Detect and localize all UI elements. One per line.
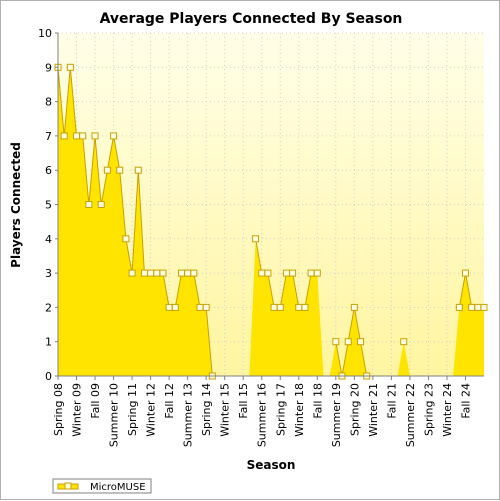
x-tick-label: Winter 21 — [367, 383, 380, 437]
data-point-marker — [461, 269, 469, 277]
data-point-marker — [103, 166, 111, 174]
data-point-marker — [202, 303, 210, 311]
data-point-marker — [276, 303, 284, 311]
y-tick-label: 1 — [45, 336, 52, 349]
y-tick-label: 2 — [45, 301, 52, 314]
data-point-marker — [301, 303, 309, 311]
x-tick-label: Fall 15 — [237, 383, 250, 419]
data-point-marker — [122, 235, 130, 243]
y-axis-label: Players Connected — [9, 142, 23, 268]
data-point-marker — [332, 338, 340, 346]
y-axis-ticks: 0 1 2 3 4 5 6 7 8 9 10 — [38, 27, 58, 383]
x-tick-label: Spring 23 — [422, 383, 435, 436]
data-point-marker — [357, 338, 365, 346]
area-fills — [58, 67, 484, 377]
data-point-marker — [455, 303, 463, 311]
data-point-marker — [128, 269, 136, 277]
data-point-marker — [91, 132, 99, 140]
y-tick-label: 7 — [45, 130, 52, 143]
x-tick-label: Summer 13 — [182, 383, 195, 447]
chart-title: Average Players Connected By Season — [100, 11, 403, 27]
data-point-marker — [468, 303, 476, 311]
x-tick-label: Summer 19 — [330, 383, 343, 447]
data-point-marker — [480, 303, 488, 311]
x-tick-label: Fall 24 — [459, 383, 472, 419]
data-point-marker — [159, 269, 167, 277]
legend: MicroMUSE — [52, 478, 152, 494]
data-point-marker — [400, 338, 408, 346]
data-point-marker — [264, 269, 272, 277]
y-tick-label: 6 — [45, 164, 52, 177]
x-tick-label: Spring 08 — [52, 383, 65, 436]
x-tick-label: Winter 12 — [145, 383, 158, 437]
x-tick-label: Winter 15 — [219, 383, 232, 437]
data-point-marker — [153, 269, 161, 277]
x-tick-label: Fall 12 — [163, 383, 176, 419]
y-tick-label: 10 — [38, 27, 52, 40]
y-tick-label: 4 — [45, 233, 52, 246]
data-point-marker — [73, 132, 81, 140]
data-point-marker — [190, 269, 198, 277]
x-tick-label: Winter 18 — [293, 383, 306, 437]
x-tick-label: Summer 16 — [256, 383, 269, 447]
data-point-marker — [60, 132, 68, 140]
x-tick-label: Spring 20 — [348, 383, 361, 436]
data-point-marker — [344, 338, 352, 346]
data-point-marker — [184, 269, 192, 277]
series-area — [58, 67, 484, 377]
y-tick-label: 5 — [45, 199, 52, 212]
x-tick-label: Summer 10 — [108, 383, 121, 447]
x-tick-label: Summer 22 — [404, 383, 417, 447]
data-point-marker — [350, 303, 358, 311]
data-point-marker — [79, 132, 87, 140]
data-point-marker — [307, 269, 315, 277]
x-tick-label: Winter 09 — [71, 383, 84, 437]
legend-marker — [64, 482, 72, 490]
x-tick-label: Spring 14 — [200, 383, 213, 436]
x-axis-ticks: Spring 08 Winter 09 Fall 09 Summer 10 Spring… — [52, 376, 472, 447]
data-point-marker — [313, 269, 321, 277]
data-point-marker — [252, 235, 260, 243]
legend-label: MicroMUSE — [90, 482, 146, 493]
y-tick-label: 9 — [45, 61, 52, 74]
data-point-marker — [134, 166, 142, 174]
data-point-marker — [177, 269, 185, 277]
x-axis-label: Season — [247, 458, 296, 472]
data-point-marker — [97, 201, 105, 208]
data-point-marker — [66, 63, 74, 71]
data-point-marker — [258, 269, 266, 277]
series-line-segment — [335, 307, 368, 377]
data-point-marker — [165, 303, 173, 311]
data-point-marker — [85, 201, 93, 208]
data-point-marker — [474, 303, 482, 311]
x-tick-label: Fall 09 — [89, 383, 102, 419]
data-point-marker — [295, 303, 303, 311]
x-tick-label: Fall 21 — [385, 383, 398, 419]
data-point-marker — [171, 303, 179, 311]
data-point-marker — [289, 269, 297, 277]
data-point-marker — [110, 132, 118, 140]
x-tick-label: Spring 11 — [126, 383, 139, 436]
data-point-marker — [140, 269, 148, 277]
x-tick-label: Spring 17 — [274, 383, 287, 436]
data-point-marker — [282, 269, 290, 277]
data-point-marker — [196, 303, 204, 311]
data-point-marker — [147, 269, 155, 277]
y-tick-label: 8 — [45, 96, 52, 109]
y-tick-label: 3 — [45, 267, 52, 280]
y-tick-label: 0 — [45, 370, 52, 383]
data-point-marker — [270, 303, 278, 311]
data-point-marker — [116, 166, 124, 174]
x-tick-label: Winter 24 — [441, 383, 454, 437]
x-tick-label: Fall 18 — [311, 383, 324, 419]
